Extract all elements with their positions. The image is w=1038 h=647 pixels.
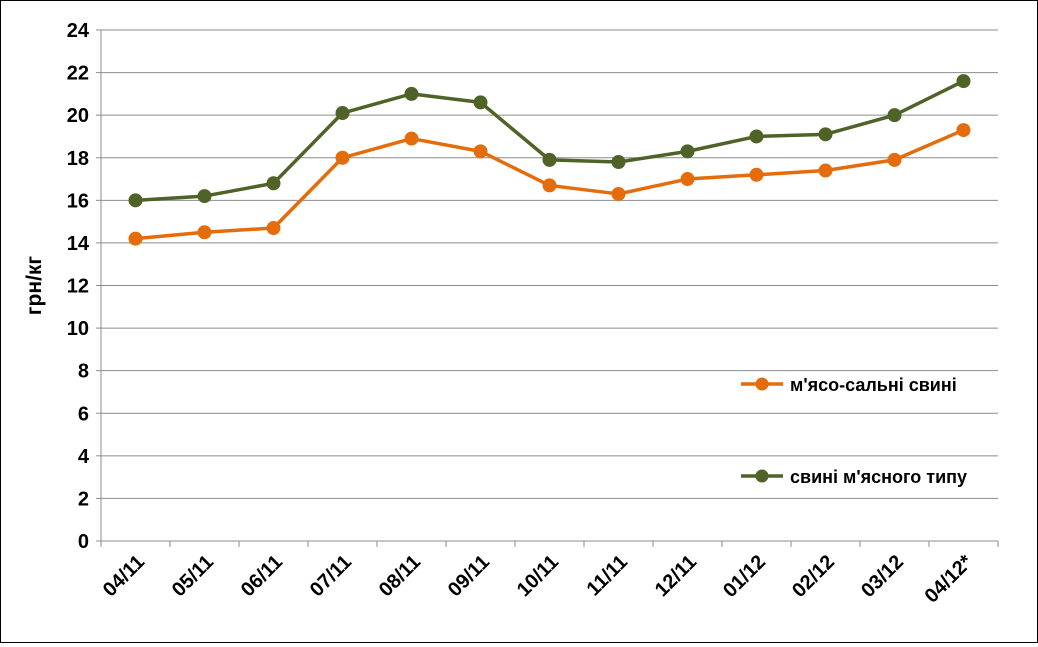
data-point [197,189,212,204]
y-axis-label: грн/кг [23,256,46,316]
x-tick-label: 12/11 [651,551,701,601]
data-point [887,108,902,123]
y-tick-label: 10 [67,318,89,340]
data-point [680,144,695,159]
data-point [404,86,419,101]
y-tick-label: 12 [67,276,89,298]
y-tick-label: 0 [78,531,89,553]
data-point [473,144,488,159]
data-point [542,152,557,167]
data-point [266,221,281,236]
y-tick-label: 20 [67,105,89,127]
data-point [128,193,143,208]
data-point [749,129,764,144]
y-tick-label: 16 [67,190,89,212]
x-tick-label: 02/12 [788,551,839,602]
data-point [335,106,350,121]
data-point [266,176,281,191]
y-tick-label: 22 [67,63,89,85]
x-tick-label: 11/11 [583,551,632,600]
x-tick-label: 04/12* [921,551,978,608]
y-tick-label: 6 [78,403,89,425]
data-point [818,163,833,178]
x-tick-label: 04/11 [99,551,149,601]
x-tick-label: 03/12 [857,551,908,602]
legend-label: м'ясо-сальні свині [790,375,957,395]
x-tick-label: 07/11 [306,551,356,601]
legend-label: свині м'ясного типу [790,467,967,487]
legend: м'ясо-сальні свині свині м'ясного типу [741,375,967,487]
y-tick-label: 14 [67,233,90,255]
legend-marker [755,469,769,483]
x-tick-label: 06/11 [237,551,287,601]
data-point [680,172,695,187]
data-point [473,95,488,110]
legend-entry-2: свині м'ясного типу [741,467,967,487]
data-point [611,155,626,170]
y-tick-label: 2 [78,488,89,510]
y-tick-label: 24 [67,20,90,42]
data-point [749,167,764,182]
series [128,74,971,246]
series-2 [128,74,971,208]
data-point [611,186,626,201]
x-tick-label: 08/11 [375,551,425,601]
data-point [542,178,557,193]
data-point [335,150,350,165]
grid-lines [101,29,998,499]
data-point [818,127,833,142]
x-tick-label: 10/11 [513,551,563,601]
y-tick-label: 18 [67,148,89,170]
x-tick-label: 05/11 [168,551,218,601]
data-point [956,123,971,138]
data-point [197,225,212,240]
y-tick-label: 4 [78,446,90,468]
data-point [956,74,971,89]
legend-marker [755,377,769,391]
data-point [128,231,143,246]
y-tick-label: 8 [78,361,89,383]
x-tick-label: 09/11 [444,551,494,601]
legend-entry-1: м'ясо-сальні свині [741,375,957,395]
data-point [404,131,419,146]
series-1 [128,123,971,246]
data-point [887,152,902,167]
x-tick-label: 01/12 [719,551,770,602]
